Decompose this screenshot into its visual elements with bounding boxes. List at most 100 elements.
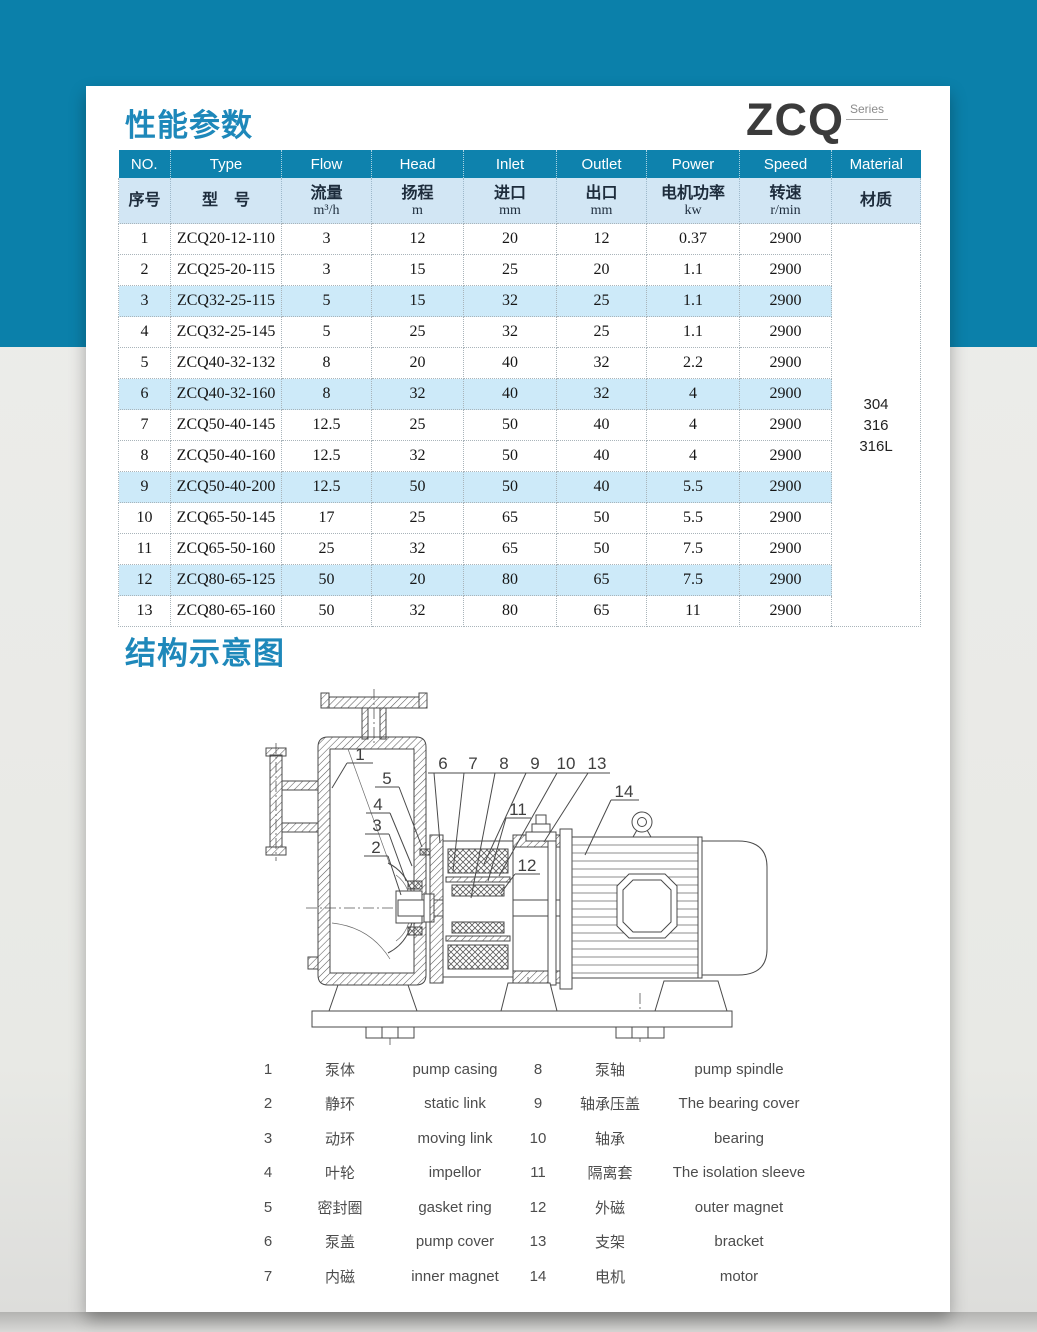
cell-power: 1.1 [646,316,740,348]
cell-flow: 3 [281,254,372,286]
cell-outlet: 50 [556,502,647,534]
col-header-no: NO. [118,150,171,178]
cell-inlet: 20 [463,223,557,255]
page-floor-shadow [0,1312,1037,1332]
legend-no: 12 [529,1198,547,1216]
cell-head: 25 [371,502,464,534]
legend-cn: 泵轴 [594,1061,625,1079]
cell-inlet: 40 [463,347,557,379]
callout-7: 7 [468,754,477,773]
table-row: 12 ZCQ80-65-125 50 20 80 65 7.5 2900 [118,564,921,596]
legend-item: 7 内磁 inner magnet [248,1259,518,1294]
legend-no: 14 [529,1267,547,1285]
col-subheader-inlet: 进口 mm [463,178,557,224]
cell-outlet: 20 [556,254,647,286]
cell-flow: 25 [281,533,372,565]
cell-material: 304 316 316L [831,223,921,627]
legend-cn: 外磁 [594,1199,625,1217]
cell-speed: 2900 [739,595,832,627]
cell-flow: 12.5 [281,440,372,472]
brand-logo-block: ZCQ Series [746,94,936,146]
cell-inlet: 50 [463,409,557,441]
cell-type: ZCQ65-50-145 [170,502,282,534]
callout-6: 6 [438,754,447,773]
cell-no: 2 [118,254,171,286]
legend-en: bracket [714,1233,764,1251]
legend-no: 8 [533,1060,543,1078]
cell-no: 4 [118,316,171,348]
cell-speed: 2900 [739,285,832,317]
legend-item: 14 电机 motor [518,1259,816,1294]
cell-power: 1.1 [646,285,740,317]
cell-outlet: 12 [556,223,647,255]
legend-cn: 密封圈 [317,1199,363,1217]
cell-head: 15 [371,254,464,286]
cell-power: 4 [646,378,740,410]
legend-en: bearing [713,1129,765,1147]
cell-outlet: 32 [556,347,647,379]
callout-10: 10 [557,754,576,773]
cell-no: 1 [118,223,171,255]
cell-no: 11 [118,533,171,565]
legend-cn: 支架 [594,1234,625,1252]
table-row: 5 ZCQ40-32-132 8 20 40 32 2.2 2900 [118,347,921,379]
cell-head: 20 [371,347,464,379]
cell-head: 32 [371,595,464,627]
base-plate [311,980,733,1039]
legend-item: 6 泵盖 pump cover [248,1225,518,1260]
legend-no: 7 [263,1267,273,1285]
cell-power: 5.5 [646,471,740,503]
legend-no: 5 [263,1198,273,1216]
cell-head: 25 [371,316,464,348]
callout-8: 8 [499,754,508,773]
table-row: 10 ZCQ65-50-145 17 25 65 50 5.5 2900 [118,502,921,534]
cell-flow: 12.5 [281,471,372,503]
legend-cn: 叶轮 [324,1165,355,1183]
callout-numbers: 1 2 3 4 5 6 7 8 9 10 11 12 13 14 [355,745,633,875]
table-row: 6 ZCQ40-32-160 8 32 40 32 4 2900 [118,378,921,410]
cell-flow: 50 [281,564,372,596]
legend-en: inner magnet [411,1267,499,1285]
cell-type: ZCQ32-25-145 [170,316,282,348]
col-subheader-flow: 流量 m³/h [281,178,372,224]
table-row: 9 ZCQ50-40-200 12.5 50 50 40 5.5 2900 [118,471,921,503]
cell-speed: 2900 [739,471,832,503]
motor [571,811,768,979]
cell-inlet: 50 [463,471,557,503]
legend-en: static link [424,1095,486,1113]
cell-speed: 2900 [739,347,832,379]
cell-outlet: 65 [556,564,647,596]
legend-no: 2 [263,1095,273,1113]
col-header-speed: Speed [739,150,832,178]
table-row: 3 ZCQ32-25-115 5 15 32 25 1.1 2900 [118,285,921,317]
legend-col-left: 1 泵体 pump casing 2 静环 static link 3 动环 moving li… [248,1052,518,1294]
legend-no: 9 [533,1095,543,1113]
cell-speed: 2900 [739,533,832,565]
cell-speed: 2900 [739,223,832,255]
cell-inlet: 50 [463,440,557,472]
cell-outlet: 25 [556,285,647,317]
col-header-type: Type [170,150,282,178]
legend-cn: 轴承 [594,1130,625,1148]
col-subheader-no: 序号 [118,178,171,224]
cell-power: 1.1 [646,254,740,286]
legend-en: impellor [428,1164,482,1182]
legend-en: The bearing cover [678,1095,800,1113]
table-row: 4 ZCQ32-25-145 5 25 32 25 1.1 2900 [118,316,921,348]
cell-flow: 8 [281,378,372,410]
cell-outlet: 40 [556,409,647,441]
legend: 1 泵体 pump casing 2 静环 static link 3 动环 moving li… [248,1052,816,1294]
legend-no: 6 [263,1233,273,1251]
legend-no: 4 [263,1164,273,1182]
cell-power: 4 [646,440,740,472]
cell-speed: 2900 [739,502,832,534]
structure-section-title: 结构示意图 [125,636,285,671]
col-subheader-head: 扬程 m [371,178,464,224]
cell-head: 15 [371,285,464,317]
cell-head: 20 [371,564,464,596]
col-subheader-material: 材质 [831,178,921,224]
cell-flow: 50 [281,595,372,627]
cell-type: ZCQ20-12-110 [170,223,282,255]
legend-item: 1 泵体 pump casing [248,1052,518,1087]
cell-head: 50 [371,471,464,503]
